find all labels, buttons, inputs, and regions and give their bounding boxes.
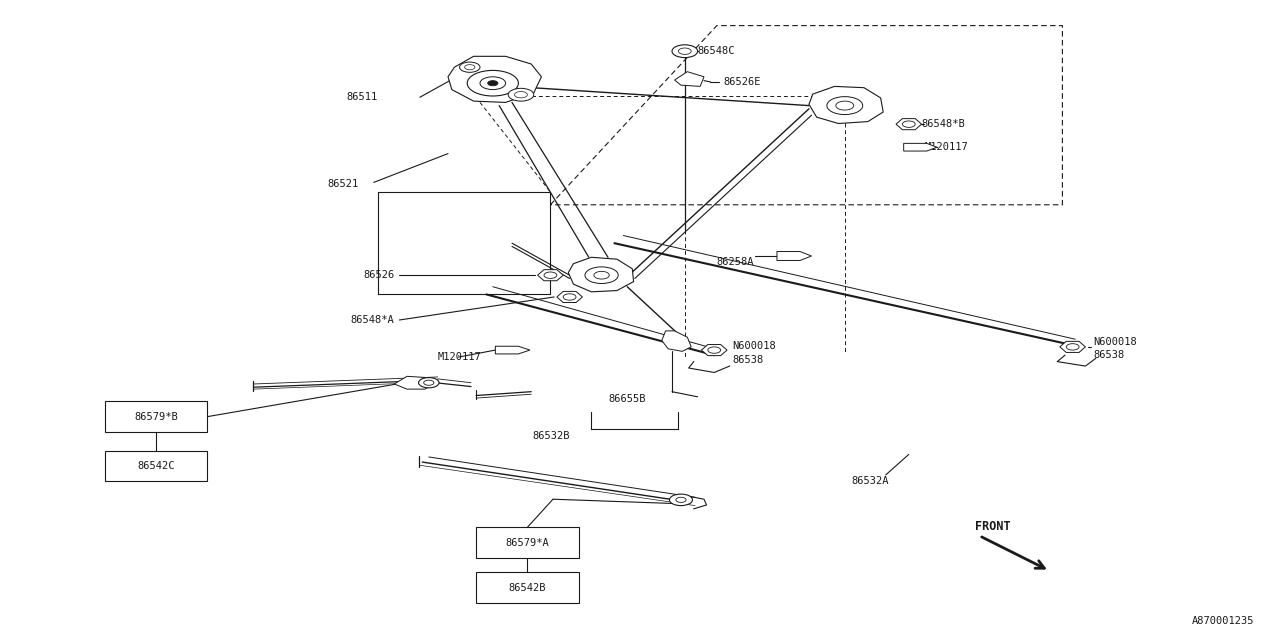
Circle shape [544, 272, 557, 278]
Text: M120117: M120117 [438, 352, 481, 362]
Circle shape [424, 380, 434, 385]
Bar [105, 451, 207, 481]
Circle shape [827, 97, 863, 115]
Polygon shape [1060, 341, 1085, 353]
Circle shape [480, 77, 506, 90]
Text: 86655B: 86655B [608, 394, 645, 404]
Polygon shape [662, 331, 691, 351]
Circle shape [488, 81, 498, 86]
Text: A870001235: A870001235 [1192, 616, 1254, 626]
Text: 86532A: 86532A [851, 476, 888, 486]
Circle shape [902, 121, 915, 127]
Text: 86579*A: 86579*A [506, 538, 549, 548]
Text: 86542C: 86542C [137, 461, 175, 471]
Text: 86521: 86521 [328, 179, 358, 189]
Circle shape [465, 65, 475, 70]
Polygon shape [538, 269, 563, 281]
Polygon shape [896, 118, 922, 130]
Text: FRONT: FRONT [975, 520, 1011, 532]
Text: 86538: 86538 [732, 355, 763, 365]
Text: 86258A: 86258A [717, 257, 754, 268]
Text: N600018: N600018 [1093, 337, 1137, 347]
Circle shape [460, 62, 480, 72]
Polygon shape [557, 291, 582, 303]
Polygon shape [904, 143, 937, 151]
Circle shape [419, 378, 439, 388]
Polygon shape [809, 86, 883, 124]
Circle shape [676, 497, 686, 502]
Polygon shape [777, 252, 812, 260]
Text: 86532B: 86532B [532, 431, 570, 442]
Circle shape [836, 101, 854, 110]
Text: 86548C: 86548C [698, 46, 735, 56]
Polygon shape [675, 72, 704, 86]
Text: 86538: 86538 [1093, 349, 1124, 360]
Bar [476, 572, 579, 603]
Circle shape [669, 494, 692, 506]
Circle shape [563, 294, 576, 300]
Circle shape [678, 48, 691, 54]
Circle shape [708, 347, 721, 353]
Polygon shape [568, 257, 634, 292]
Polygon shape [701, 344, 727, 356]
Text: M120117: M120117 [924, 142, 968, 152]
Circle shape [508, 88, 534, 101]
Polygon shape [448, 56, 541, 102]
Circle shape [467, 70, 518, 96]
Bar [476, 527, 579, 558]
Circle shape [1066, 344, 1079, 350]
Circle shape [594, 271, 609, 279]
Text: 86548*A: 86548*A [351, 315, 394, 325]
Text: 86542B: 86542B [508, 582, 547, 593]
Polygon shape [394, 376, 435, 389]
Text: 86548*B: 86548*B [922, 119, 965, 129]
Polygon shape [495, 346, 530, 354]
Circle shape [672, 45, 698, 58]
Text: 86579*B: 86579*B [134, 412, 178, 422]
Text: 86511: 86511 [347, 92, 378, 102]
Text: 86526: 86526 [364, 270, 394, 280]
Bar [105, 401, 207, 432]
Text: N600018: N600018 [732, 341, 776, 351]
Circle shape [585, 267, 618, 284]
Circle shape [515, 92, 527, 98]
Text: 86526E: 86526E [723, 77, 760, 87]
